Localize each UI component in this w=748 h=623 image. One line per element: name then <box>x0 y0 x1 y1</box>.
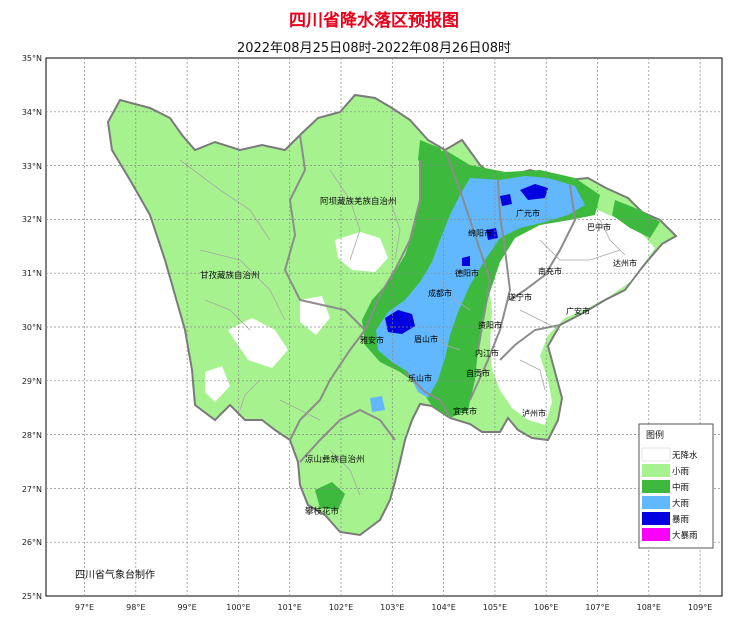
city-label-bazhong: 巴中市 <box>587 222 611 232</box>
legend-title: 图例 <box>646 429 664 441</box>
lon-label: 108°E <box>637 603 661 612</box>
city-label-zigong: 自贡市 <box>466 368 490 378</box>
latitude-labels: 35°N 34°N 33°N 32°N 31°N 30°N 29°N 28°N … <box>22 54 42 601</box>
city-label-guangyuan: 广元市 <box>516 208 540 218</box>
lat-label: 28°N <box>22 431 42 440</box>
graticule <box>46 58 722 596</box>
county-borders <box>179 159 626 496</box>
map-subtitle: 2022年08月25日08时-2022年08月26日08时 <box>236 41 512 56</box>
city-label-deyang: 德阳市 <box>455 268 479 278</box>
lat-label: 34°N <box>22 108 42 117</box>
lon-label: 104°E <box>431 603 455 612</box>
lat-label: 26°N <box>22 538 42 547</box>
city-labels: 广元市 巴中市 绵阳市 达州市 南充市 德阳市 成都市 遂宁市 广安市 资阳市 … <box>360 208 637 418</box>
legend-swatch-moderate <box>642 480 670 493</box>
prefecture-borders <box>283 134 577 463</box>
legend-swatch-none <box>641 447 671 462</box>
city-label-meishan: 眉山市 <box>414 334 438 344</box>
legend-swatch-heavy-storm <box>642 528 670 541</box>
legend-swatch-storm <box>642 512 670 525</box>
no-rain-west1 <box>228 318 288 368</box>
legend-label-none: 无降水 <box>672 450 698 461</box>
lon-label: 106°E <box>534 603 558 612</box>
city-label-dazhou: 达州市 <box>613 258 637 268</box>
legend-label-heavy-storm: 大暴雨 <box>672 530 698 541</box>
city-label-ziyang: 资阳市 <box>478 320 502 330</box>
city-label-nanchong: 南充市 <box>538 266 562 276</box>
city-label-yaan: 雅安市 <box>360 335 384 345</box>
region-label-liangshan: 凉山彝族自治州 <box>305 454 365 465</box>
moderate-rain-patch-n <box>418 140 448 175</box>
lon-label: 105°E <box>483 603 507 612</box>
no-rain-sw <box>205 366 230 402</box>
legend: 图例 无降水 小雨 中雨 大雨 暴雨 大暴雨 <box>638 423 714 549</box>
issuer-credit: 四川省气象台制作 <box>75 568 155 581</box>
longitude-labels: 97°E 98°E 99°E 100°E 101°E 102°E 103°E 1… <box>75 603 712 612</box>
no-rain-east <box>488 205 655 425</box>
lat-label: 35°N <box>22 54 42 63</box>
legend-swatch-heavy <box>642 496 670 509</box>
lon-label: 103°E <box>380 603 404 612</box>
lat-label: 25°N <box>22 592 42 601</box>
region-label-aba: 阿坝藏族羌族自治州 <box>320 196 397 207</box>
region-label-ganzi: 甘孜藏族自治州 <box>200 270 260 281</box>
lon-label: 98°E <box>126 603 145 612</box>
city-label-mianyang: 绵阳市 <box>468 228 492 238</box>
city-label-luzhou: 泸州市 <box>522 408 546 418</box>
lat-label: 33°N <box>22 162 42 171</box>
rainstorm-patch-4 <box>500 194 512 206</box>
lon-label: 97°E <box>75 603 94 612</box>
lon-label: 107°E <box>585 603 609 612</box>
moderate-rain-patch-ne <box>612 200 660 238</box>
lon-label: 101°E <box>278 603 302 612</box>
lat-label: 30°N <box>22 323 42 332</box>
lat-label: 31°N <box>22 269 42 278</box>
city-label-yibin: 宜宾市 <box>453 406 477 416</box>
lon-label: 109°E <box>688 603 712 612</box>
city-label-neijiang: 内江市 <box>475 348 499 358</box>
map-title: 四川省降水落区预报图 <box>289 11 459 31</box>
legend-label-heavy: 大雨 <box>672 498 690 509</box>
lon-label: 102°E <box>329 603 353 612</box>
lat-label: 29°N <box>22 377 42 386</box>
legend-label-light: 小雨 <box>672 466 690 477</box>
lon-label: 100°E <box>226 603 250 612</box>
lon-label: 99°E <box>177 603 196 612</box>
heavy-rain-patch <box>370 396 385 412</box>
city-label-chengdu: 成都市 <box>428 288 452 298</box>
city-label-suining: 遂宁市 <box>508 292 532 302</box>
rainstorm-patch-5 <box>462 256 470 266</box>
city-label-leshan: 乐山市 <box>408 373 432 383</box>
legend-label-storm: 暴雨 <box>672 515 690 525</box>
region-label-panzhihua: 攀枝花市 <box>305 506 340 517</box>
legend-swatch-light <box>642 464 670 477</box>
lat-label: 32°N <box>22 215 42 224</box>
legend-label-moderate: 中雨 <box>672 482 690 493</box>
lat-label: 27°N <box>22 485 42 494</box>
heavy-rain-band <box>376 176 585 398</box>
city-label-guangan: 广安市 <box>566 306 590 316</box>
moderate-rain-patch-s <box>315 482 345 510</box>
no-rain-north <box>335 232 388 272</box>
rainstorm-patch-2 <box>520 184 548 200</box>
